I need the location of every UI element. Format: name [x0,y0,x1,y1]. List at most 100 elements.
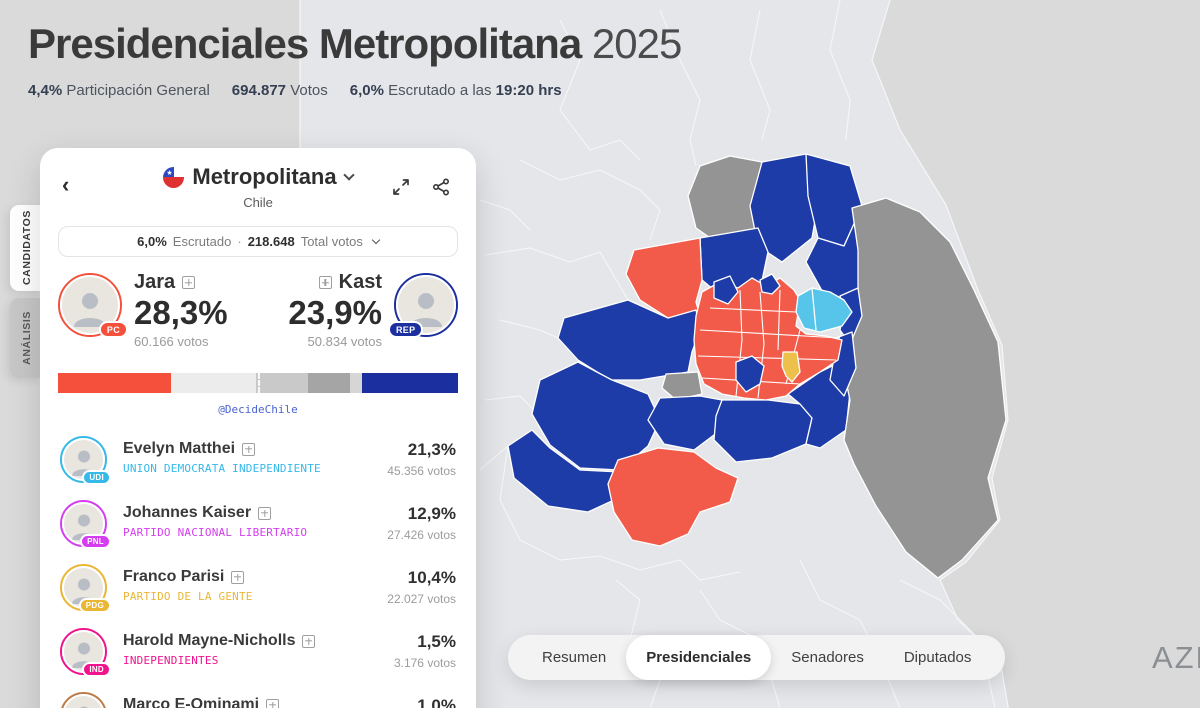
candidate-row-e-ominami[interactable]: IND Marco E-Ominami INDEPENDIENTES 1,0% … [40,684,476,708]
tab-resumen[interactable]: Resumen [542,649,607,666]
avatar: IND [60,692,107,708]
candidate-pct: 1,0% [417,696,456,708]
candidate-votes: 45.356 votos [387,464,456,478]
commune-pocket-blue-1[interactable] [735,355,765,393]
total-votes-label: Total votos [300,234,363,249]
side-tab-candidatos[interactable]: CANDIDATOS [10,205,44,291]
region-country: Chile [243,195,273,210]
commune-pocket-blue-2[interactable] [713,275,739,305]
stat-value: 694.877 [231,82,287,99]
party-badge: PDG [78,598,111,613]
share-icon[interactable] [432,178,450,201]
candidate-name: Franco Parisi [123,568,387,586]
commune-pocket-blue-3[interactable] [759,273,781,295]
page-header: Presidenciales Metropolitana 2025 4,4% P… [28,20,682,99]
separator: · [237,234,242,249]
pct-jara: 28,3% [134,294,228,331]
bar-segment-parisi [307,373,350,393]
name-text: Marco E-Ominami [123,696,260,708]
tab-diputados[interactable]: Diputados [903,649,972,666]
name-text: Harold Mayne-Nicholls [123,632,296,649]
name-text: Kast [338,271,382,293]
head-to-head: PC Jara 28,3% 60.166 votos REP Kast 23,9… [40,271,476,367]
avatar: PDG [60,564,111,613]
name-text: Franco Parisi [123,568,225,585]
brand-watermark: AZERTA [1152,640,1200,675]
scrutiny-selector[interactable]: 6,0% Escrutado · 218.648 Total votos [58,226,458,257]
candidate-name: Harold Mayne-Nicholls [123,632,394,650]
expand-icon[interactable] [392,178,410,201]
fifty-percent-marker [258,373,260,393]
commune-buin[interactable] [713,399,813,463]
page-title: Presidenciales Metropolitana 2025 [28,20,682,68]
name-text: Evelyn Matthei [123,440,236,457]
candidate-row-matthei[interactable]: UDI Evelyn Matthei UNION DEMOCRATA INDEP… [40,428,476,492]
back-button[interactable]: ‹ [62,172,70,197]
expand-candidate-icon[interactable] [242,442,256,456]
person-silhouette-icon [79,706,88,708]
candidate-row-kaiser[interactable]: PNL Johannes Kaiser PARTIDO NACIONAL LIB… [40,492,476,556]
commune-vitacura-lascondes[interactable] [795,287,853,333]
tab-senadores[interactable]: Senadores [791,649,864,666]
chevron-down-icon [342,169,355,181]
stat-label: Escrutado a las [388,82,492,99]
stat-label: Participación General [66,82,210,99]
commune-paine[interactable] [607,447,739,547]
scrutiny-label: Escrutado [172,234,232,249]
side-tab-analisis[interactable]: ANÁLISIS [10,298,44,378]
candidate-party: INDEPENDIENTES [123,654,219,667]
expand-candidate-icon[interactable] [258,506,272,520]
side-tab-label: ANÁLISIS [21,311,33,365]
candidate-votes: 27.426 votos [387,528,456,542]
region-selector[interactable]: ★ Metropolitana [40,164,476,190]
candidate-votes: 22.027 votos [387,592,456,606]
candidate-name: Marco E-Ominami [123,696,394,708]
bar-segment-otros [349,373,363,393]
stat-time: 19:20 hrs [495,82,562,99]
expand-candidate-icon[interactable] [302,634,316,648]
bar-segment-matthei [171,373,257,393]
expand-candidate-icon[interactable] [231,570,245,584]
party-badge: UDI [82,470,111,485]
stat-scrutiny: 6,0% Escrutado a las 19:20 hrs [350,82,562,99]
avatar-kast: REP [388,273,458,338]
candidate-name: Evelyn Matthei [123,440,387,458]
candidate-row-parisi[interactable]: PDG Franco Parisi PARTIDO DE LA GENTE 10… [40,556,476,620]
pct-kast: 23,9% [288,294,382,331]
commune-yellow[interactable] [781,351,801,383]
chevron-down-icon [371,235,381,244]
candidate-pct: 12,9% [407,504,456,523]
votes-jara: 60.166 votos [134,334,209,350]
tab-presidenciales[interactable]: Presidenciales [626,635,772,680]
expand-candidate-icon[interactable] [318,276,332,289]
stat-value: 6,0% [349,82,384,99]
party-badge: IND [82,662,111,677]
stat-votes: 694.877 Votos [232,82,328,99]
avatar: IND [60,628,111,677]
candidate-name: Johannes Kaiser [123,504,387,522]
candidate-party: UNION DEMOCRATA INDEPENDIENTE [123,462,321,475]
panel-header: ‹ ★ Metropolitana Chile [40,148,476,218]
commune-maria-pinto[interactable] [531,361,661,471]
header-stats: 4,4% Participación General 694.877 Votos… [28,82,681,99]
commune-cyan-border [811,287,817,331]
chile-flag-icon: ★ [163,166,185,188]
candidate-row-mayne-nicholls[interactable]: IND Harold Mayne-Nicholls INDEPENDIENTES… [40,620,476,684]
candidate-name-kast: Kast [288,271,382,294]
party-badge-rep: REP [388,321,424,338]
expand-candidate-icon[interactable] [266,698,280,708]
candidate-pct: 21,3% [407,440,456,459]
candidate-name-jara: Jara [134,271,228,294]
credit-handle: @DecideChile [218,403,298,416]
avatar: UDI [60,436,111,485]
expand-candidate-icon[interactable] [182,276,196,289]
bar-segment-kaiser [256,373,308,393]
avatar-jara: PC [58,273,128,338]
name-text: Jara [134,271,176,293]
commune-san-bernardo[interactable] [647,395,723,451]
candidate-pct: 10,4% [407,568,456,587]
total-votes: 218.648 [247,234,295,249]
stat-participation: 4,4% Participación General [28,82,210,99]
candidate-list: UDI Evelyn Matthei UNION DEMOCRATA INDEP… [40,428,476,708]
votes-kast: 50.834 votos [307,334,382,350]
